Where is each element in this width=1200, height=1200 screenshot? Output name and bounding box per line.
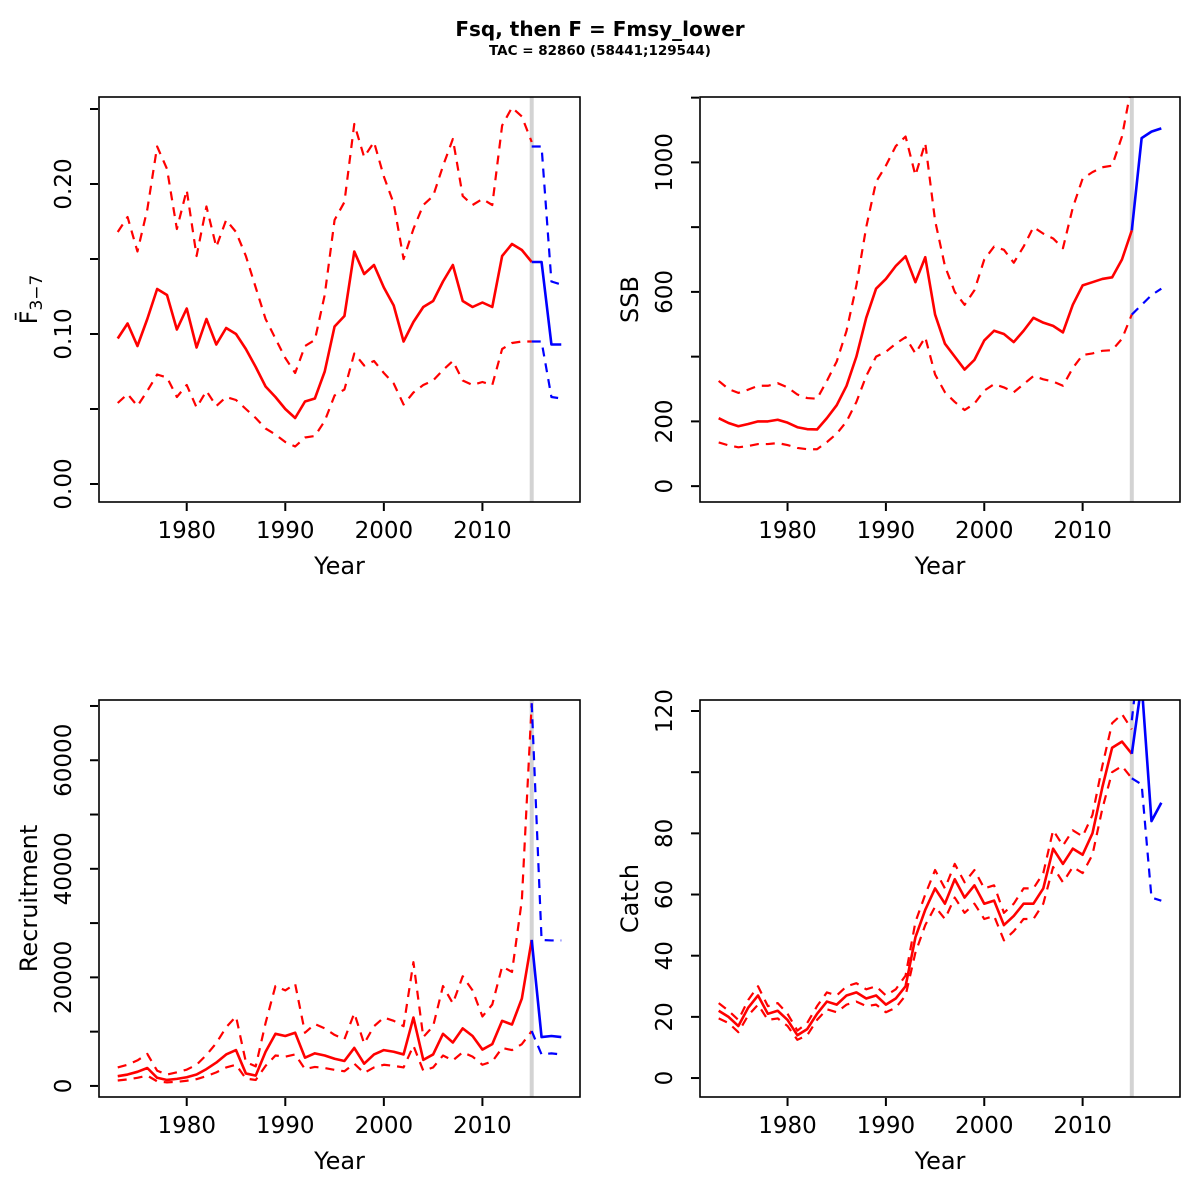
ssb-chart: 1980 1990 2000 2010 Year 0 200 600 1000 SSB	[616, 0, 1181, 580]
catch-history-lower-line	[718, 764, 1133, 1041]
ssb-history-upper-line	[717, 97, 1131, 400]
ssb-forecast-median-line	[1130, 127, 1162, 231]
catch-x-axis-title: Year	[914, 1147, 966, 1175]
fbar-x-tick-label: 2010	[453, 518, 512, 544]
recruitment-y-tick-label: 60000	[51, 724, 77, 797]
ssb-x-tick-label: 2000	[955, 518, 1014, 544]
recruitment-forecast-median-line	[530, 939, 562, 1039]
catch-x-tick-label: 2000	[955, 1113, 1014, 1139]
recruitment-x-tick-label: 1980	[157, 1113, 216, 1139]
recruitment-y-tick-label: 40000	[51, 832, 77, 905]
recruitment-plot-area	[117, 700, 562, 1097]
recruitment-forecast-lower-line	[530, 1030, 562, 1056]
fbar-y-tick-label: 0.10	[51, 308, 77, 359]
fbar-plot-area	[116, 97, 562, 502]
recruitment-history-lower-line	[117, 1030, 533, 1084]
ssb-x-tick-label: 1990	[857, 518, 916, 544]
catch-y-tick-label: 120	[652, 689, 678, 733]
ssb-x-axis-title: Year	[914, 552, 966, 580]
catch-y-tick-label: 0	[652, 1071, 678, 1086]
ssb-y-tick-label: 0	[652, 479, 678, 494]
fbar-x-tick-label: 2000	[355, 518, 414, 544]
catch-forecast-median-line	[1130, 700, 1163, 823]
ssb-history-lower-line	[718, 314, 1133, 451]
catch-frame	[699, 699, 1181, 1098]
catch-chart: 1980 1990 2000 2010 Year 0 20 40 60 80 120 Catch	[616, 689, 1181, 1175]
catch-forecast-lower-line	[1131, 777, 1162, 902]
fbar-frame	[98, 96, 581, 503]
fbar-x-tick-label: 1980	[157, 518, 216, 544]
fbar-history-lower-line	[116, 340, 532, 448]
catch-x-tick-label: 2010	[1053, 1113, 1112, 1139]
ssb-frame	[699, 96, 1181, 503]
fbar-history-median-line	[116, 242, 533, 420]
ssb-history-median-line	[718, 229, 1134, 431]
fbar-forecast-median-line	[531, 260, 562, 346]
recruitment-history-median-line	[117, 939, 533, 1082]
panel-ssb: 1980 1990 2000 2010 Year 0 200 600 1000 SSB	[600, 0, 1200, 600]
panel-catch: 1980 1990 2000 2010 Year 0 20 40 60 80 120 Catch	[600, 600, 1200, 1200]
ssb-y-tick-label: 1000	[652, 133, 678, 192]
ssb-x-tick-label: 2010	[1053, 518, 1112, 544]
catch-x-tick-label: 1980	[758, 1113, 817, 1139]
fbar-history-upper-line	[116, 106, 533, 375]
catch-forecast-upper-line	[1130, 700, 1136, 721]
catch-y-tick-label: 80	[652, 819, 678, 848]
catch-history-median-line	[718, 740, 1133, 1037]
panel-fbar: 1980 1990 2000 2010 Year 0.00 0.10 0.20 F̄3−7	[0, 0, 600, 600]
fbar-forecast-lower-line	[531, 340, 562, 400]
fbar-x-tick-label: 1990	[256, 518, 315, 544]
catch-x-tick-label: 1990	[857, 1113, 916, 1139]
recruitment-forecast-upper-line	[530, 703, 562, 942]
catch-y-tick-label: 20	[652, 1002, 678, 1031]
figure-title: Fsq, then F = Fmsy_lower	[455, 17, 745, 41]
fbar-x-axis-title: Year	[313, 552, 365, 580]
ssb-y-tick-label: 200	[652, 399, 678, 443]
recruitment-y-axis-title: Recruitment	[15, 825, 43, 972]
fbar-y-tick-label: 0.20	[51, 158, 77, 209]
recruitment-history-upper-line	[117, 703, 533, 1076]
ssb-forecast-lower-line	[1131, 287, 1162, 316]
fbar-y-tick-label: 0.00	[51, 458, 77, 509]
catch-history-upper-line	[718, 712, 1133, 1032]
recruitment-chart: 1980 1990 2000 2010 Year 0 20000 40000 60000 Recr…	[15, 699, 581, 1175]
recruitment-x-axis-title: Year	[313, 1147, 365, 1175]
fbar-forecast-upper-line	[531, 145, 562, 286]
ssb-plot-area	[717, 0, 1162, 502]
panel-recruitment: 1980 1990 2000 2010 Year 0 20000 40000 60000 Recr…	[0, 600, 600, 1200]
catch-y-tick-label: 60	[652, 880, 678, 909]
figure-header: Fsq, then F = Fmsy_lower TAC = 82860 (58…	[0, 16, 1200, 61]
recruitment-y-tick-label: 20000	[51, 941, 77, 1014]
figure-subtitle: TAC = 82860 (58441;129544)	[489, 43, 711, 59]
catch-y-axis-title: Catch	[616, 864, 644, 933]
ssb-forecast-upper-line	[1132, 0, 1162, 85]
ssb-y-axis-title: SSB	[616, 276, 644, 323]
ssb-x-tick-label: 1980	[758, 518, 817, 544]
recruitment-x-tick-label: 1990	[256, 1113, 315, 1139]
recruitment-frame	[98, 699, 581, 1098]
recruitment-x-tick-label: 2010	[453, 1113, 512, 1139]
catch-y-tick-label: 40	[652, 941, 678, 970]
catch-plot-area	[718, 700, 1163, 1097]
recruitment-x-tick-label: 2000	[355, 1113, 414, 1139]
fbar-y-axis-title: F̄3−7	[14, 275, 47, 325]
recruitment-y-tick-label: 0	[51, 1079, 77, 1094]
ssb-y-tick-label: 600	[652, 270, 678, 314]
fbar-chart: 1980 1990 2000 2010 Year 0.00 0.10 0.20 F̄3−7	[14, 96, 581, 580]
